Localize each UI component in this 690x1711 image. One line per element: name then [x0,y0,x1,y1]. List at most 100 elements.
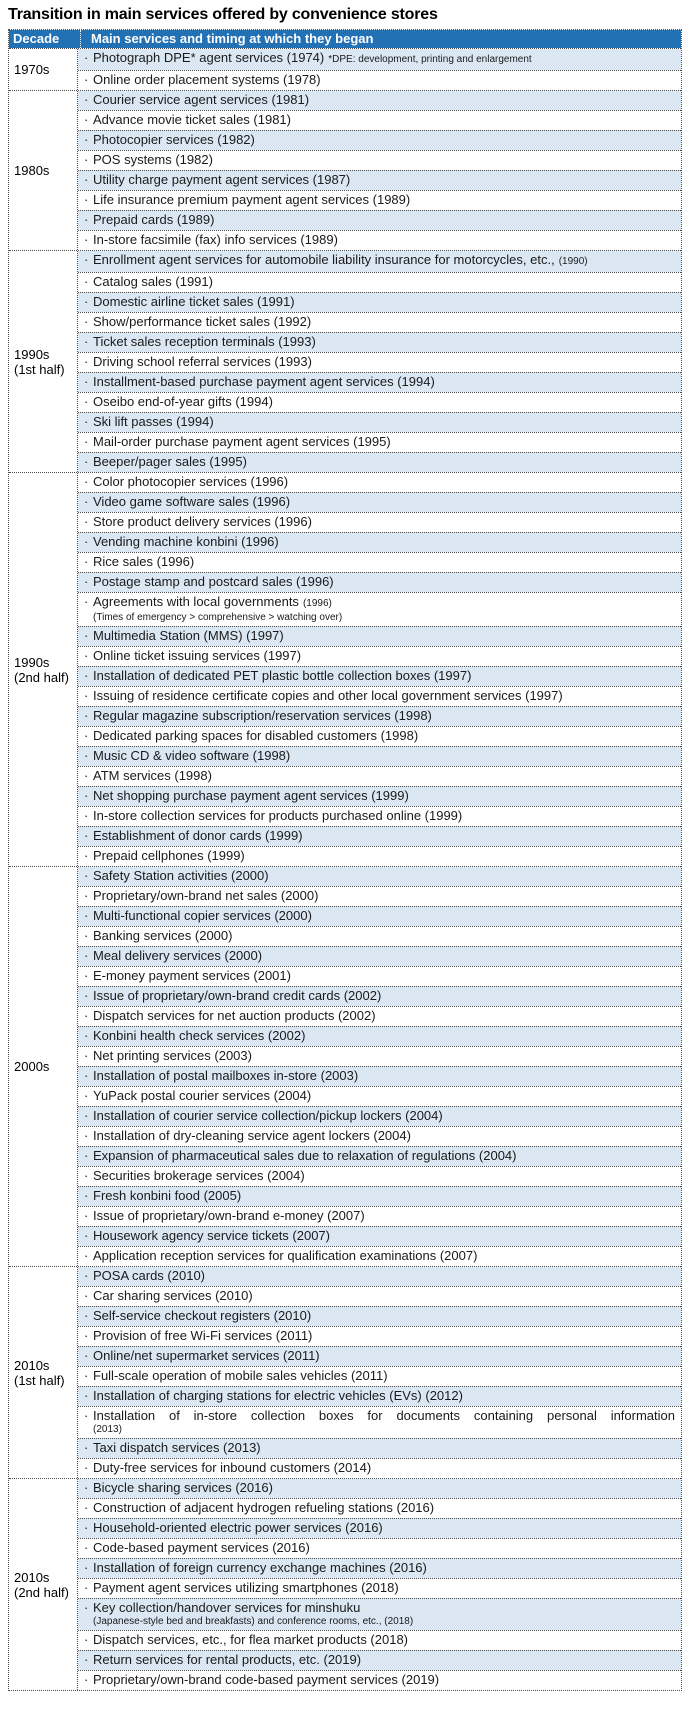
bullet-icon: · [84,1560,89,1575]
service-line: · Agreements with local governments (1996) [84,594,675,612]
bullet-icon: · [84,1500,89,1515]
service-text-wrap: · Bicycle sharing services (2016) [84,1480,675,1496]
service-text-wrap: · Multi-functional copier services (2000) [84,908,675,924]
service-text: Self-service checkout registers (2010) [93,1308,312,1323]
service-text-wrap: · E-money payment services (2001) [84,968,675,984]
service-line: · Self-service checkout registers (2010) [84,1308,675,1324]
service-row: · In-store collection services for produc… [78,806,681,826]
bullet-icon: · [84,868,89,883]
bullet-icon: · [84,212,89,227]
service-text-wrap: · Show/performance ticket sales (1992) [84,314,675,330]
service-row: · Issue of proprietary/own-brand e-money … [78,1206,681,1226]
service-row: · Installation of foreign currency exchan… [78,1558,681,1578]
service-line: · Payment agent services utilizing smartp… [84,1580,675,1596]
service-row: · Establishment of donor cards (1999) [78,826,681,846]
service-row: · ATM services (1998) [78,766,681,786]
service-text: Beeper/pager sales (1995) [93,454,247,469]
service-line: · Music CD & video software (1998) [84,748,675,764]
service-text-wrap: · ATM services (1998) [84,768,675,784]
bullet-icon: · [84,1388,89,1403]
service-row: · Agreements with local governments (1996)… [78,592,681,626]
service-text-wrap: · Konbini health check services (2002) [84,1028,675,1044]
service-row: · POSA cards (2010) [78,1267,681,1286]
decade-label-line: 1990s [14,654,50,670]
column-header-services: Main services and timing at which they b… [91,31,374,46]
service-line: · Ski lift passes (1994) [84,414,675,430]
bullet-icon: · [84,1168,89,1183]
bullet-icon: · [84,1348,89,1363]
service-row: · Utility charge payment agent services (… [78,170,681,190]
bullet-icon: · [84,788,89,803]
service-line: · Enrollment agent services for automobil… [84,252,675,270]
service-row: · Provision of free Wi-Fi services (2011) [78,1326,681,1346]
service-row: · Car sharing services (2010) [78,1286,681,1306]
service-text: Net printing services (2003) [93,1048,252,1063]
service-text-wrap: · Online/net supermarket services (2011) [84,1348,675,1364]
service-text: POSA cards (2010) [93,1268,205,1283]
service-row: · Taxi dispatch services (2013) [78,1438,681,1458]
service-line: · Online order placement systems (1978) [84,72,675,88]
bullet-icon: · [84,132,89,147]
service-line: · Car sharing services (2010) [84,1288,675,1304]
service-text: Proprietary/own-brand net sales (2000) [93,888,319,903]
service-line: · Installation of dedicated PET plastic b… [84,668,675,684]
service-text: Prepaid cellphones (1999) [93,848,245,863]
service-row: · Photocopier services (1982) [78,130,681,150]
service-row: · Multimedia Station (MMS) (1997) [78,626,681,646]
bullet-icon: · [84,1008,89,1023]
bullet-icon: · [84,1088,89,1103]
bullet-icon: · [84,334,89,349]
bullet-icon: · [84,1520,89,1535]
service-text: Domestic airline ticket sales (1991) [93,294,295,309]
service-text: Store product delivery services (1996) [93,514,312,529]
service-text-wrap: · Establishment of donor cards (1999) [84,828,675,844]
service-text: Enrollment agent services for automobile… [93,252,555,267]
bullet-icon: · [84,50,89,65]
service-text: Net shopping purchase payment agent serv… [93,788,409,803]
service-line: · YuPack postal courier services (2004) [84,1088,675,1104]
service-text: Installation of in-store collection boxe… [93,1408,675,1423]
service-text-wrap: · Payment agent services utilizing smartp… [84,1580,675,1596]
service-row: · Ski lift passes (1994) [78,412,681,432]
service-text-wrap: · Issue of proprietary/own-brand credit c… [84,988,675,1004]
service-row: · Payment agent services utilizing smartp… [78,1578,681,1598]
decade-label-line: (1st half) [14,361,65,377]
bullet-icon: · [84,1108,89,1123]
service-line: · Utility charge payment agent services (… [84,172,675,188]
bullet-icon: · [84,708,89,723]
service-line: · Installment-based purchase payment agen… [84,374,675,390]
service-text: Ticket sales reception terminals (1993) [93,334,316,349]
service-text-wrap: · Agreements with local governments (1996)… [84,594,675,624]
service-line: · Photocopier services (1982) [84,132,675,148]
service-row: · Bicycle sharing services (2016) [78,1479,681,1498]
service-row: · Catalog sales (1991) [78,272,681,292]
service-line: · Application reception services for qual… [84,1248,675,1264]
service-line: · Household-oriented electric power servi… [84,1520,675,1536]
service-text-wrap: · Online order placement systems (1978) [84,72,675,88]
bullet-icon: · [84,648,89,663]
service-text: Bicycle sharing services (2016) [93,1480,273,1495]
service-text: Fresh konbini food (2005) [93,1188,242,1203]
service-text: In-store facsimile (fax) info services (… [93,232,338,247]
decade-label-line: 1970s [14,62,50,77]
service-line: · Proprietary/own-brand net sales (2000) [84,888,675,904]
service-text: Installation of dedicated PET plastic bo… [93,668,472,683]
service-row: · Proprietary/own-brand code-based paymen… [78,1670,681,1690]
service-line: · Online/net supermarket services (2011) [84,1348,675,1364]
service-text-wrap: · Photograph DPE* agent services (1974) *D… [84,50,675,68]
service-text-wrap: · Provision of free Wi-Fi services (2011) [84,1328,675,1344]
service-row: · Fresh konbini food (2005) [78,1186,681,1206]
service-row: · Domestic airline ticket sales (1991) [78,292,681,312]
service-text-wrap: · Domestic airline ticket sales (1991) [84,294,675,310]
decade-cell: 1990s (1st half) [9,251,78,472]
service-line: · Taxi dispatch services (2013) [84,1440,675,1456]
service-text: Expansion of pharmaceutical sales due to… [93,1148,517,1163]
decade-service-list: · Photograph DPE* agent services (1974) *D… [78,49,681,90]
bullet-icon: · [84,514,89,529]
service-text: Issuing of residence certificate copies … [93,688,563,703]
service-line: · Advance movie ticket sales (1981) [84,112,675,128]
bullet-icon: · [84,1188,89,1203]
service-text-wrap: · Installation of dry-cleaning service ag… [84,1128,675,1144]
bullet-icon: · [84,888,89,903]
service-row: · Beeper/pager sales (1995) [78,452,681,472]
